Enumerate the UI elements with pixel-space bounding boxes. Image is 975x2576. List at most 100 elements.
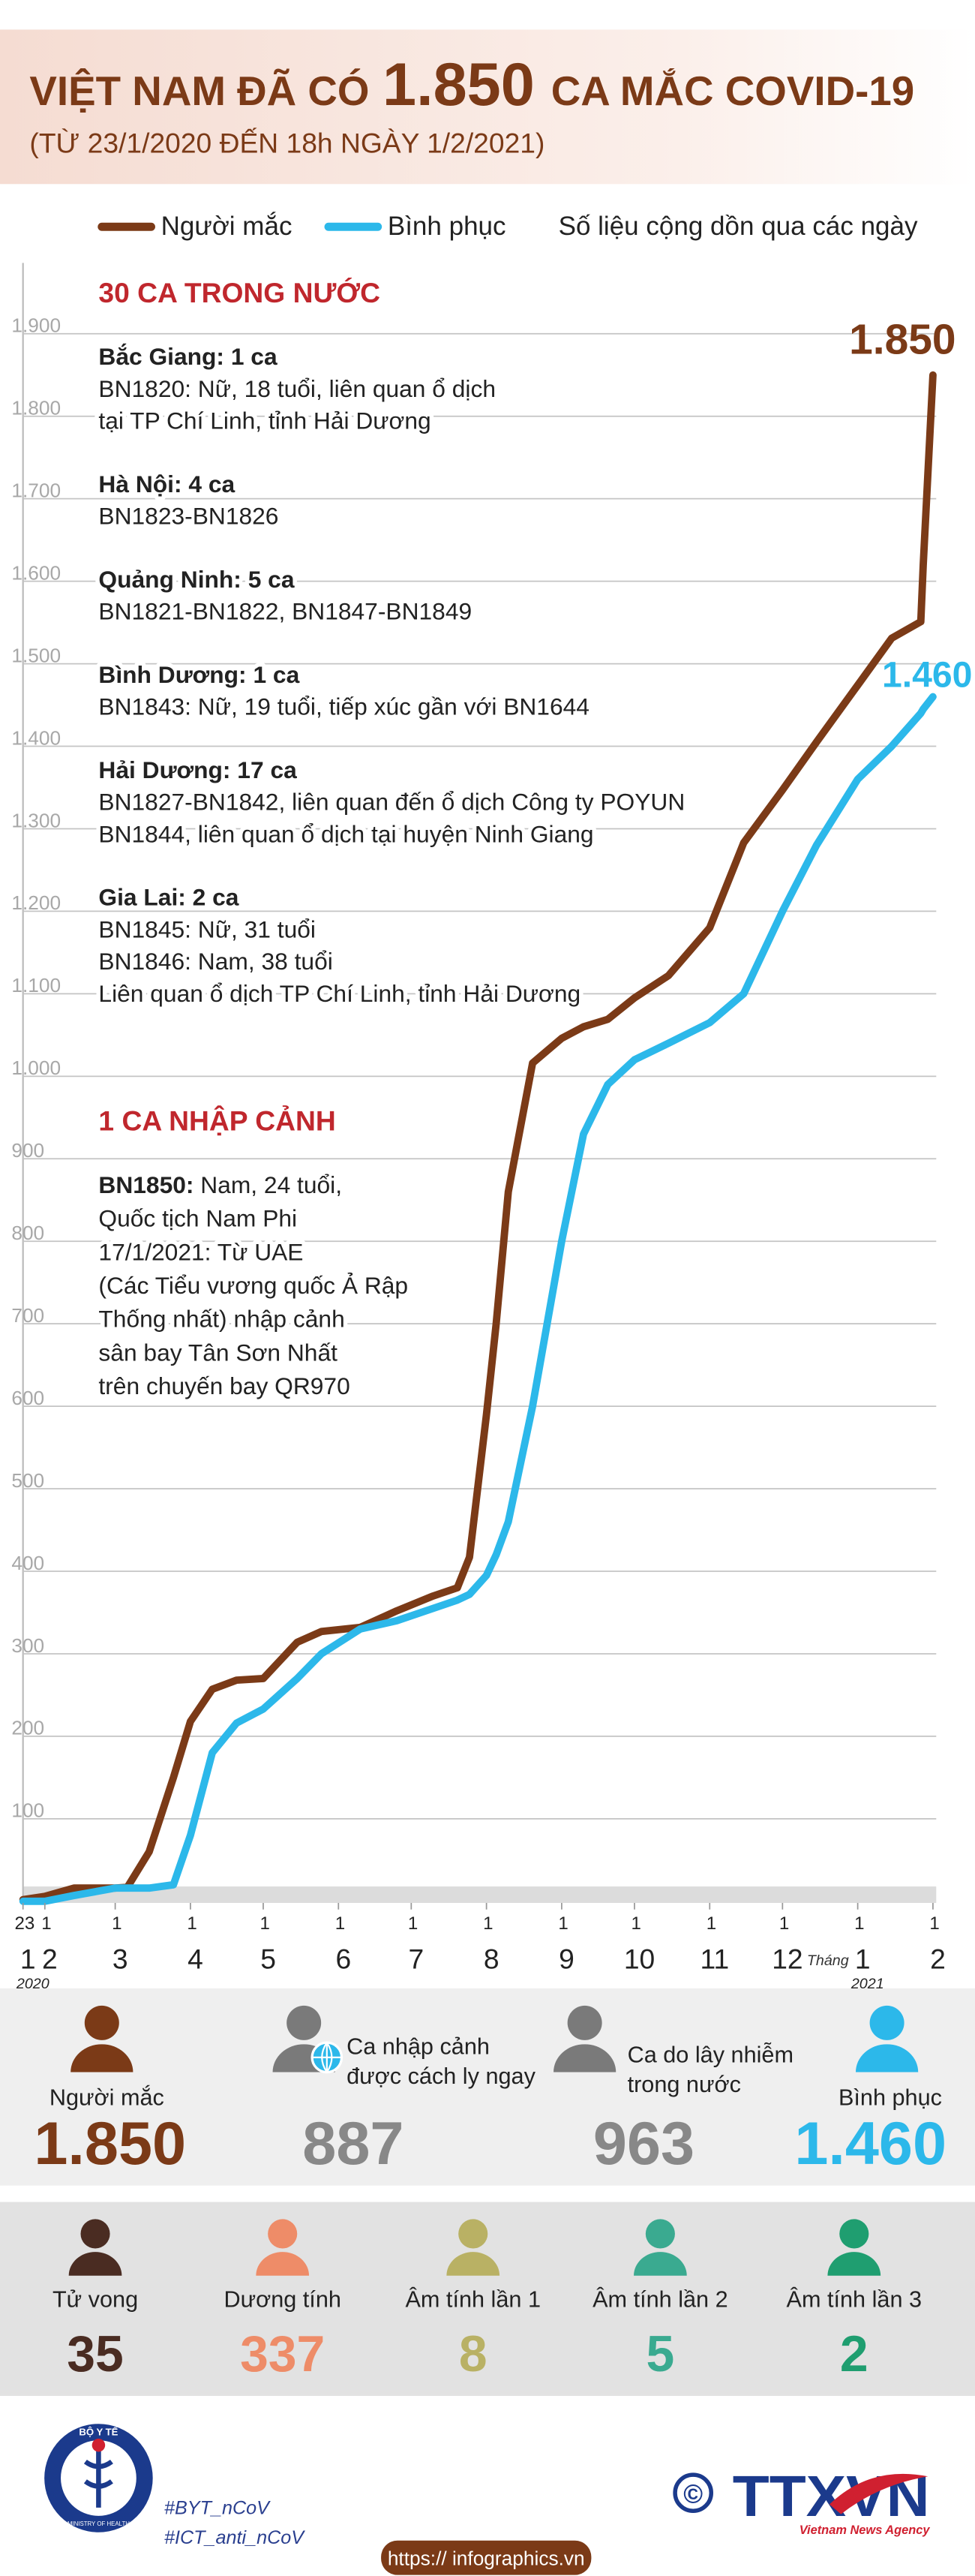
legend: Số liệu cộng dồn qua các ngày Người mắc B… <box>98 212 918 241</box>
region-name: Bình Dương: 1 ca <box>98 661 299 688</box>
region-name: Quảng Ninh: 5 ca <box>98 566 294 593</box>
summary-label: được cách ly ngay <box>346 2064 536 2089</box>
region-detail: tại TP Chí Linh, tỉnh Hải Dương <box>98 407 430 434</box>
person-head <box>458 2219 488 2249</box>
month-label: 2 <box>42 1943 58 1975</box>
subtitle: (TỪ 23/1/2020 ĐẾN 18h NGÀY 1/2/2021) <box>29 128 544 159</box>
x-tick-label: 23 <box>14 1913 34 1934</box>
agency-subtitle: Vietnam News Agency <box>800 2523 931 2537</box>
status-value: 337 <box>240 2326 325 2382</box>
person-head <box>286 2005 322 2040</box>
person-body <box>446 2252 500 2276</box>
region-detail: BN1846: Nam, 38 tuổi <box>98 948 332 975</box>
x-tick-label: 1 <box>187 1913 196 1934</box>
month-label: 9 <box>559 1943 574 1975</box>
x-tick-label: 1 <box>558 1913 568 1934</box>
section-heading: 1 CA NHẬP CẢNH <box>98 1105 335 1137</box>
region-name: Gia Lai: 2 ca <box>98 884 238 911</box>
month-label: 3 <box>112 1943 128 1975</box>
y-tick-label: 1.400 <box>11 726 61 749</box>
legend-label: Bình phục <box>388 212 506 241</box>
x-axis: Tháng 23 1 1 1 1 1 1 1 1 1 1 1 1 11 2 3 4 5 6 7 8 9 10 11 12 1 220… <box>14 1902 946 1992</box>
region-detail: BN1821-BN1822, BN1847-BN1849 <box>98 598 472 625</box>
person-head <box>869 2005 904 2040</box>
y-tick-label: 1.000 <box>11 1057 61 1079</box>
status-value: 2 <box>840 2326 868 2382</box>
header-background <box>0 29 975 185</box>
title: VIỆT NAM ĐÃ CÓ 1.850 CA MẮC COVID-19 <box>29 51 914 119</box>
title-suffix: CA MẮC COVID-19 <box>551 68 915 114</box>
y-tick-label: 1.200 <box>11 891 61 914</box>
import-line: Thống nhất) nhập cảnh <box>98 1306 344 1333</box>
summary-value: 887 <box>302 2110 404 2178</box>
y-tick-label: 1.800 <box>11 397 61 419</box>
person-body <box>256 2252 310 2276</box>
import-line: Quốc tịch Nam Phi <box>98 1205 297 1232</box>
summary-value: 963 <box>593 2110 694 2178</box>
status: Tử vong 35 Dương tính 337 Âm tính lần 1 8 Âm t… <box>52 2219 922 2382</box>
x-tick-label: 1 <box>706 1913 716 1934</box>
y-tick-label: 1.900 <box>11 314 61 337</box>
x-tick-label: 1 <box>41 1913 51 1934</box>
y-tick-label: 1.500 <box>11 644 61 666</box>
month-label: 6 <box>335 1943 351 1975</box>
region-name: Bắc Giang: 1 ca <box>98 343 278 370</box>
import-line: sân bay Tân Sơn Nhất <box>98 1339 338 1366</box>
region-name: Hải Dương: 17 ca <box>98 756 297 783</box>
y-tick-label: 1.700 <box>11 479 61 501</box>
url-pill <box>381 2540 592 2575</box>
x-tick-label: 1 <box>260 1913 269 1934</box>
person-head <box>268 2219 298 2249</box>
section-heading: 30 CA TRONG NƯỚC <box>98 277 380 308</box>
status-label: Âm tính lần 2 <box>592 2286 728 2313</box>
y-tick-label: 500 <box>11 1469 44 1492</box>
y-tick-label: 200 <box>11 1717 44 1739</box>
person-body <box>68 2252 122 2276</box>
text-blocks: 30 CA TRONG NƯỚC Bắc Giang: 1 ca BN1820: N… <box>94 272 689 1403</box>
plot: 1.850 1.460 <box>19 315 973 1905</box>
person-head <box>645 2219 675 2249</box>
import-line: 17/1/2021: Từ UAE <box>98 1238 303 1265</box>
y-tick-label: 300 <box>11 1634 44 1657</box>
month-label: 4 <box>188 1943 203 1975</box>
summary-label: trong nước <box>628 2072 741 2097</box>
summary-value: 1.850 <box>34 2110 186 2178</box>
agency-swoosh <box>829 2473 928 2514</box>
x-tick-label: 1 <box>631 1913 640 1934</box>
region-detail: Liên quan ổ dịch TP Chí Linh, tỉnh Hải D… <box>98 980 580 1007</box>
value-label: 1.850 <box>849 315 956 363</box>
person-body <box>634 2252 687 2276</box>
y-tick-label: 1.100 <box>11 974 61 996</box>
person-head <box>80 2219 110 2249</box>
x-tick-label: 1 <box>335 1913 345 1934</box>
region-detail: BN1845: Nữ, 31 tuổi <box>98 915 316 942</box>
month-label: 1 <box>855 1943 871 1975</box>
import-line: (Các Tiểu vương quốc Ả Rập <box>98 1272 408 1299</box>
value-label: 1.460 <box>882 654 973 695</box>
copyright: © <box>683 2479 703 2508</box>
month-label: 12 <box>772 1943 802 1975</box>
grid: 100 200 300 400 500 600 700 800 900 1.000 1.100 1.2… <box>11 314 937 1822</box>
person-body <box>554 2044 616 2073</box>
month-label: 1 <box>20 1943 36 1975</box>
y-tick-label: 1.300 <box>11 809 61 831</box>
series-line <box>19 693 937 1905</box>
y-tick-label: 700 <box>11 1304 44 1327</box>
month-label: 7 <box>409 1943 424 1975</box>
region-name: Hà Nội: 4 ca <box>98 470 235 497</box>
person-head <box>84 2005 119 2040</box>
series-line <box>19 371 937 1904</box>
status-value: 35 <box>67 2326 123 2382</box>
person-body <box>855 2044 919 2073</box>
month-label: 11 <box>700 1943 730 1975</box>
y-tick-label: 900 <box>11 1139 44 1162</box>
case-id: BN1850: <box>98 1171 194 1198</box>
axis-band <box>22 1886 937 1903</box>
region-detail: BN1844, liên quan ổ dịch tại huyện Ninh … <box>98 820 593 847</box>
month-label: 8 <box>484 1943 500 1975</box>
x-tick-label: 1 <box>854 1913 864 1934</box>
y-tick-label: 600 <box>11 1387 44 1409</box>
case-detail: Nam, 24 tuổi, <box>200 1171 342 1198</box>
